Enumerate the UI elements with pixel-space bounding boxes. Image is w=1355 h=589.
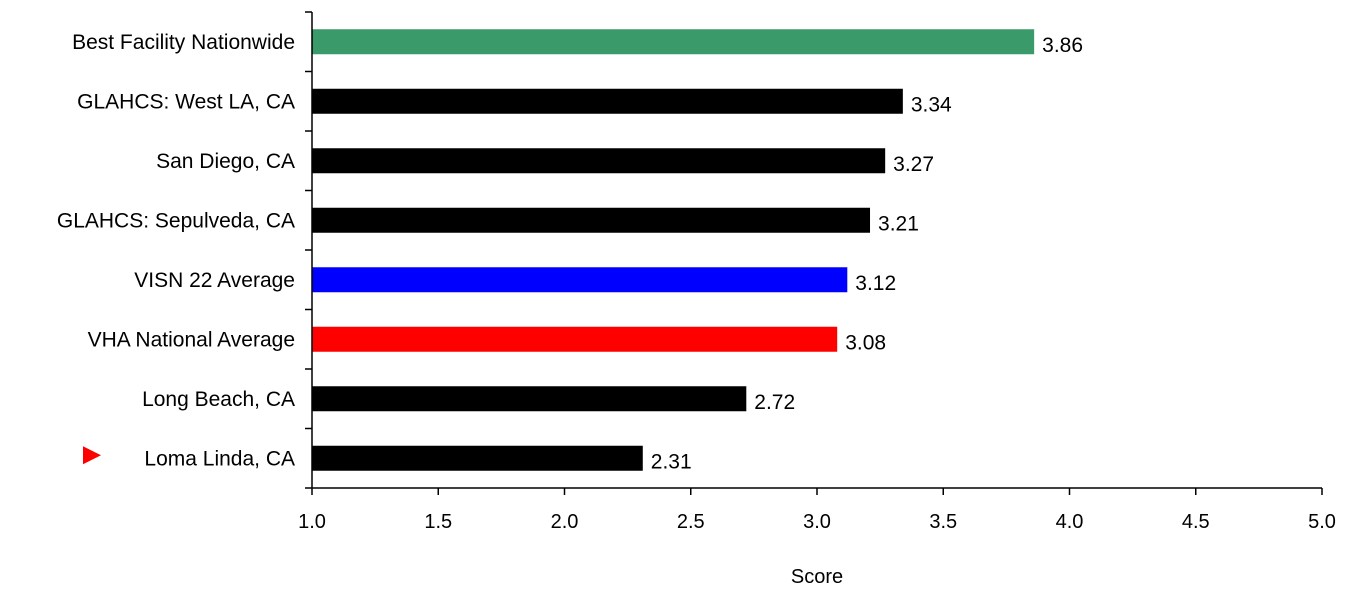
value-label: 3.21 [878, 212, 919, 235]
bar [312, 326, 838, 352]
bar [312, 386, 747, 412]
value-label: 3.34 [911, 93, 952, 116]
category-label: Loma Linda, CA [144, 447, 295, 470]
category-label: Long Beach, CA [142, 388, 295, 411]
value-label: 3.86 [1042, 34, 1083, 57]
value-label: 3.27 [893, 153, 934, 176]
x-tick-label: 1.5 [424, 511, 452, 533]
x-tick-label: 4.0 [1056, 511, 1084, 533]
x-tick-label: 3.5 [929, 511, 957, 533]
bars-group [312, 29, 1035, 471]
bar [312, 267, 848, 293]
category-label: VISN 22 Average [134, 269, 295, 292]
category-labels: Best Facility Nationwide GLAHCS: West LA,… [57, 31, 295, 471]
bar [312, 88, 903, 114]
x-tick-label: 1.0 [298, 511, 326, 533]
category-label: Best Facility Nationwide [72, 31, 295, 54]
category-label: VHA National Average [88, 328, 295, 351]
value-label: 2.72 [754, 391, 795, 414]
axis-ticks [305, 11, 1323, 495]
x-axis-title: Score [791, 566, 843, 588]
category-label: GLAHCS: Sepulveda, CA [57, 209, 295, 232]
value-label: 3.12 [855, 272, 896, 295]
x-tick-label: 4.5 [1182, 511, 1210, 533]
axes-group [311, 12, 1322, 489]
x-tick-label: 5.0 [1308, 511, 1336, 533]
highlight-marker-icon [83, 446, 101, 465]
value-labels: 3.86 3.34 3.27 3.21 3.12 3.08 2.72 2.31 [651, 34, 1083, 474]
x-tick-label: 2.0 [551, 511, 579, 533]
category-label: San Diego, CA [156, 150, 295, 173]
category-label: GLAHCS: West LA, CA [77, 90, 295, 113]
bar [312, 29, 1035, 55]
value-label: 2.31 [651, 450, 692, 473]
bar [312, 148, 886, 174]
x-tick-label: 2.5 [677, 511, 705, 533]
x-tick-label: 3.0 [803, 511, 831, 533]
bar [312, 207, 871, 233]
value-label: 3.08 [845, 331, 886, 354]
bar [312, 445, 643, 471]
x-tick-labels: 1.0 1.5 2.0 2.5 3.0 3.5 4.0 4.5 5.0 [298, 511, 1336, 533]
